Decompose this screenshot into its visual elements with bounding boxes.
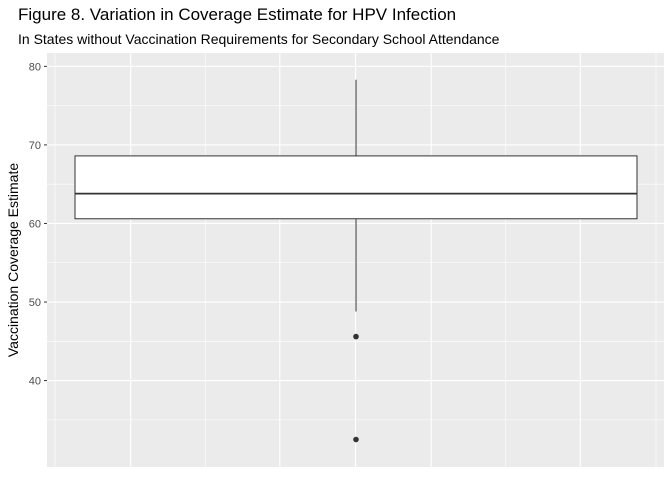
y-axis-label: Vaccination Coverage Estimate [5,163,21,357]
y-tick-label: 80 [29,61,41,73]
y-tick-label: 40 [29,376,41,388]
box-plot [74,79,638,443]
y-tick-label: 60 [29,218,41,230]
y-tick-label: 50 [29,297,41,309]
chart-title: Figure 8. Variation in Coverage Estimate… [18,5,457,24]
y-axis-ticks: 40 50 60 70 80 [29,61,47,388]
interquartile-box [74,155,638,220]
y-tick-label: 70 [29,140,41,152]
outlier-point [353,333,359,340]
outlier-point [353,436,359,443]
chart-subtitle: In States without Vaccination Requiremen… [18,31,500,47]
